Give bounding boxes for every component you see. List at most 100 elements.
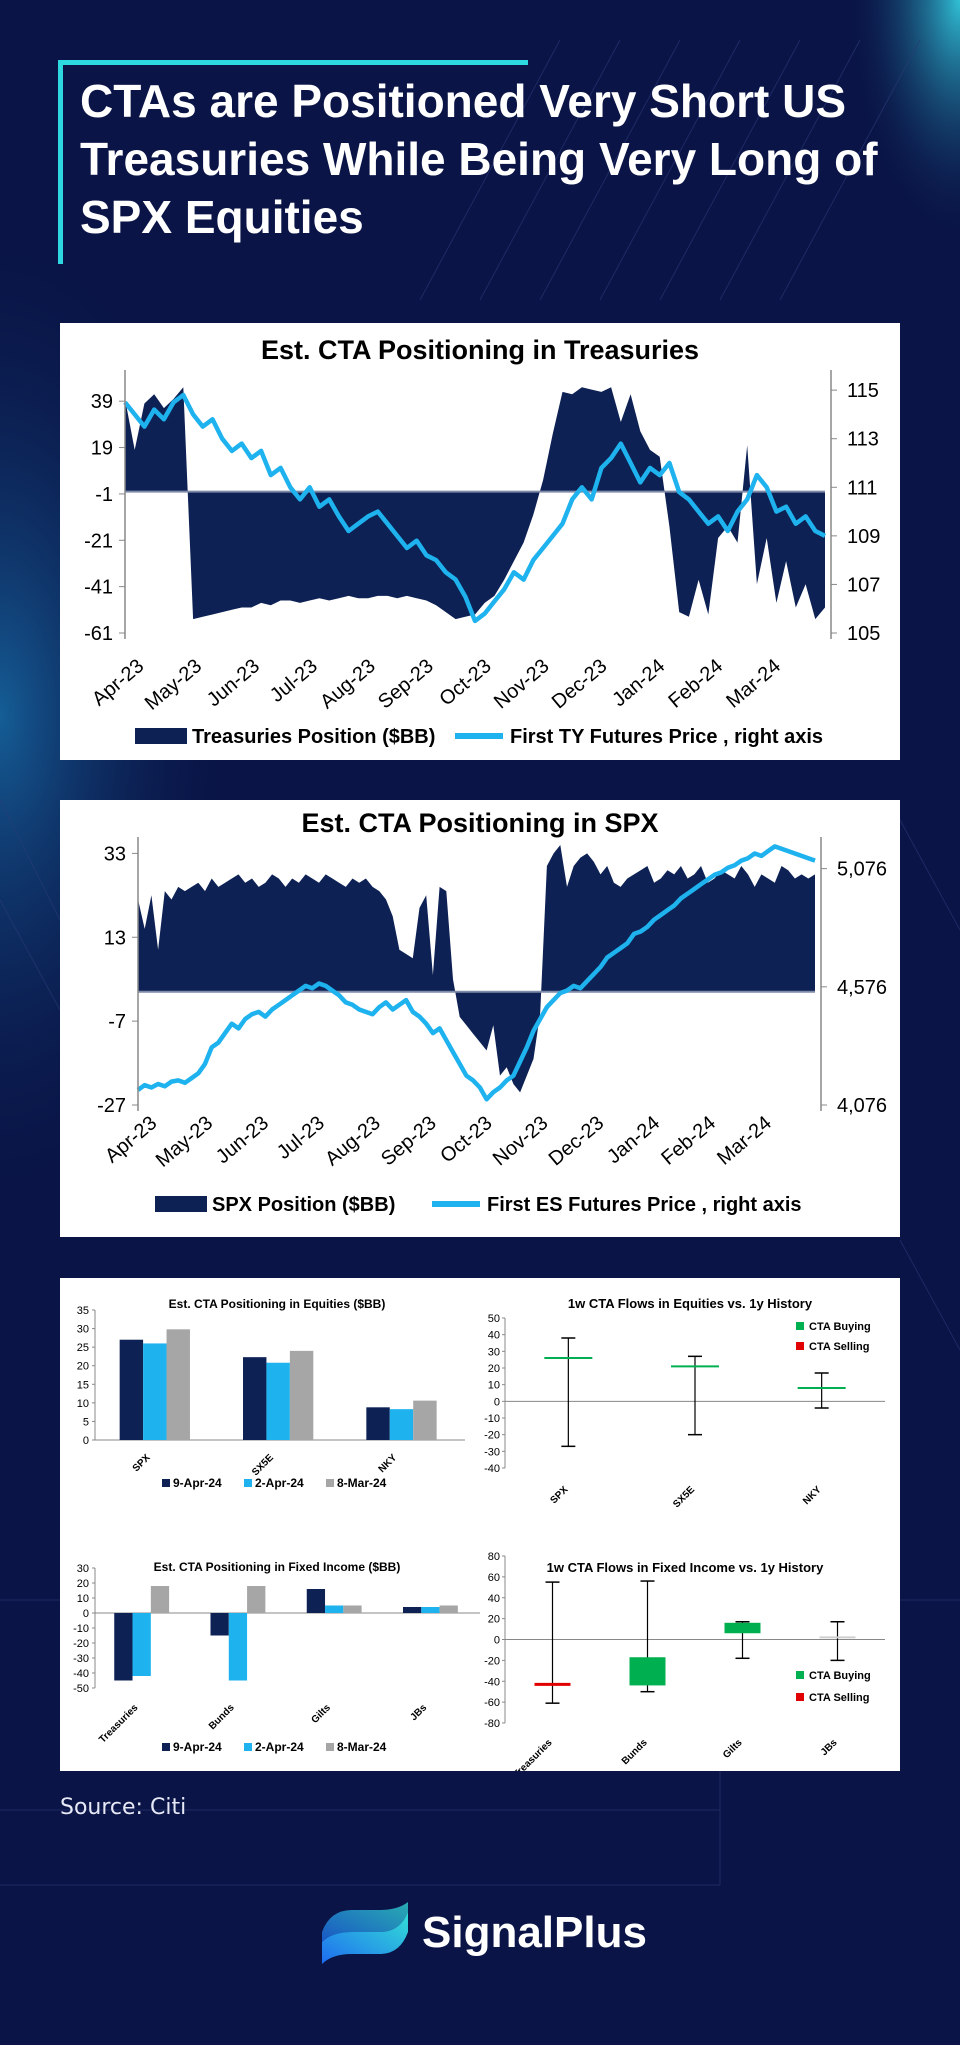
bar-2-Apr-24 (421, 1607, 440, 1613)
flows-charts: Est. CTA Positioning in Equities ($BB) 1… (73, 1296, 885, 1771)
y-tick-label: -21 (84, 530, 113, 552)
legend-label-2apr: 2-Apr-24 (255, 1740, 304, 1754)
x-tick-label: Mar-24 (722, 655, 785, 713)
legend-swatch-2apr (244, 1743, 252, 1751)
legend-label-price: First ES Futures Price , right axis (487, 1194, 802, 1216)
legend-label-8mar: 8-Mar-24 (337, 1740, 387, 1754)
legend-swatch-9apr (162, 1479, 170, 1487)
legend-swatch-price (432, 1201, 480, 1207)
chart-title-equities-positioning: Est. CTA Positioning in Equities ($BB) (169, 1297, 386, 1311)
y-tick-label: 20 (77, 1361, 89, 1373)
chart-title-fi-positioning: Est. CTA Positioning in Fixed Income ($B… (154, 1560, 401, 1574)
chart-title-fi-flows: 1w CTA Flows in Fixed Income vs. 1y Hist… (547, 1560, 824, 1575)
x-tick-label: Jan-24 (608, 655, 669, 711)
x-tick-label: Feb-24 (664, 655, 727, 713)
x-tick-label: Apr-23 (88, 655, 148, 710)
x-tick-label: Jun-23 (212, 1112, 273, 1168)
legend-swatch-8mar (326, 1743, 334, 1751)
x-tick-label: Jan-24 (603, 1112, 664, 1168)
x-tick-label: Gilts (309, 1702, 333, 1726)
x-tick-label: Bunds (620, 1737, 650, 1767)
y2-tick-label: 115 (847, 380, 879, 402)
y-tick-label: -30 (484, 1446, 500, 1458)
x-tick-label: Jul-23 (273, 1112, 329, 1164)
legend-swatch-position (135, 728, 187, 744)
bar-9-Apr-24 (210, 1613, 229, 1636)
page-title: CTAs are Positioned Very Short US Treasu… (80, 75, 878, 243)
bar-8-Mar-24 (150, 1586, 170, 1613)
y-tick-label: -80 (484, 1718, 500, 1730)
source-note: Source: Citi (60, 1795, 187, 1820)
y-tick-label: 30 (77, 1324, 89, 1336)
flow-box (629, 1657, 666, 1686)
y-tick-label: -27 (97, 1095, 126, 1117)
y-tick-label: 33 (104, 843, 126, 865)
bar-2-Apr-24 (143, 1343, 167, 1440)
price-line (123, 392, 827, 624)
y-tick-label: -40 (484, 1676, 500, 1688)
y2-tick-label: 107 (847, 574, 880, 596)
y-tick-label: -20 (73, 1638, 89, 1650)
x-tick-label: Sep-23 (374, 655, 438, 713)
legend-swatch-buying (796, 1671, 804, 1679)
signalplus-logo-icon (322, 1902, 408, 1964)
legend-swatch-price (455, 733, 503, 739)
y-tick-label: -20 (484, 1655, 500, 1667)
y-tick-label: 40 (488, 1330, 500, 1342)
legend-label-buying: CTA Buying (809, 1321, 871, 1333)
y-tick-label: -41 (84, 577, 113, 599)
treasuries-chart: Est. CTA Positioning in Treasuries 39 19 -… (84, 335, 880, 748)
legend-swatch-selling (796, 1693, 804, 1701)
x-tick-label: Mar-24 (713, 1112, 776, 1170)
y2-tick-label: 5,076 (837, 859, 887, 881)
y-tick-label: -40 (484, 1463, 500, 1475)
x-tick-label: Dec-23 (545, 1112, 609, 1170)
legend-label-price: First TY Futures Price , right axis (510, 726, 823, 748)
bar-9-Apr-24 (306, 1589, 326, 1613)
y2-tick-label: 4,076 (837, 1095, 887, 1117)
y-tick-label: 50 (488, 1313, 500, 1325)
title-accent-vertical (58, 60, 63, 264)
bar-2-Apr-24 (266, 1362, 290, 1440)
flow-box (724, 1622, 761, 1634)
y-tick-label: 19 (91, 438, 113, 460)
x-tick-label: Treasuries (511, 1737, 554, 1771)
x-tick-label: JBs (819, 1737, 840, 1758)
x-tick-label: Bunds (207, 1702, 237, 1732)
x-tick-label: Aug-23 (316, 655, 380, 713)
y2-tick-label: 113 (847, 429, 879, 451)
legend-swatch-9apr (162, 1743, 170, 1751)
chart-title: Est. CTA Positioning in Treasuries (261, 335, 699, 365)
y-tick-label: -30 (73, 1653, 89, 1665)
legend-label-8mar: 8-Mar-24 (337, 1476, 387, 1490)
y-tick-label: 0 (83, 1608, 89, 1620)
x-tick-label: Treasuries (97, 1702, 140, 1745)
bar-8-Mar-24 (247, 1586, 266, 1613)
legend-swatch-8mar (326, 1479, 334, 1487)
brand-logo: SignalPlus (322, 1900, 647, 1966)
bar-8-Mar-24 (413, 1400, 437, 1440)
legend-label-selling: CTA Selling (809, 1692, 870, 1704)
legend-label-selling: CTA Selling (809, 1341, 870, 1353)
x-tick-label: Jul-23 (266, 655, 322, 707)
y-tick-label: 0 (83, 1435, 89, 1447)
bar-8-Mar-24 (343, 1605, 362, 1613)
y-tick-label: 60 (488, 1572, 500, 1584)
spx-chart-panel: Est. CTA Positioning in SPX 33 13 -7 -27 5,0… (60, 800, 900, 1237)
flows-charts-panel: Est. CTA Positioning in Equities ($BB) 1… (60, 1278, 900, 1771)
y-tick-label: -60 (484, 1697, 500, 1709)
y-tick-label: 20 (488, 1614, 500, 1626)
y-tick-label: 25 (77, 1342, 89, 1354)
bar-9-Apr-24 (403, 1607, 422, 1613)
legend-label-9apr: 9-Apr-24 (173, 1740, 222, 1754)
x-tick-label: May-23 (141, 655, 206, 715)
y2-tick-label: 105 (847, 623, 880, 645)
y-tick-label: 0 (494, 1396, 500, 1408)
y-tick-label: 80 (488, 1551, 500, 1563)
bar-2-Apr-24 (132, 1613, 151, 1676)
y-tick-label: -1 (95, 484, 113, 506)
y-tick-label: -10 (484, 1413, 500, 1425)
y-tick-label: 20 (77, 1578, 89, 1590)
legend-swatch-position (155, 1196, 207, 1212)
price-line (136, 844, 816, 1102)
